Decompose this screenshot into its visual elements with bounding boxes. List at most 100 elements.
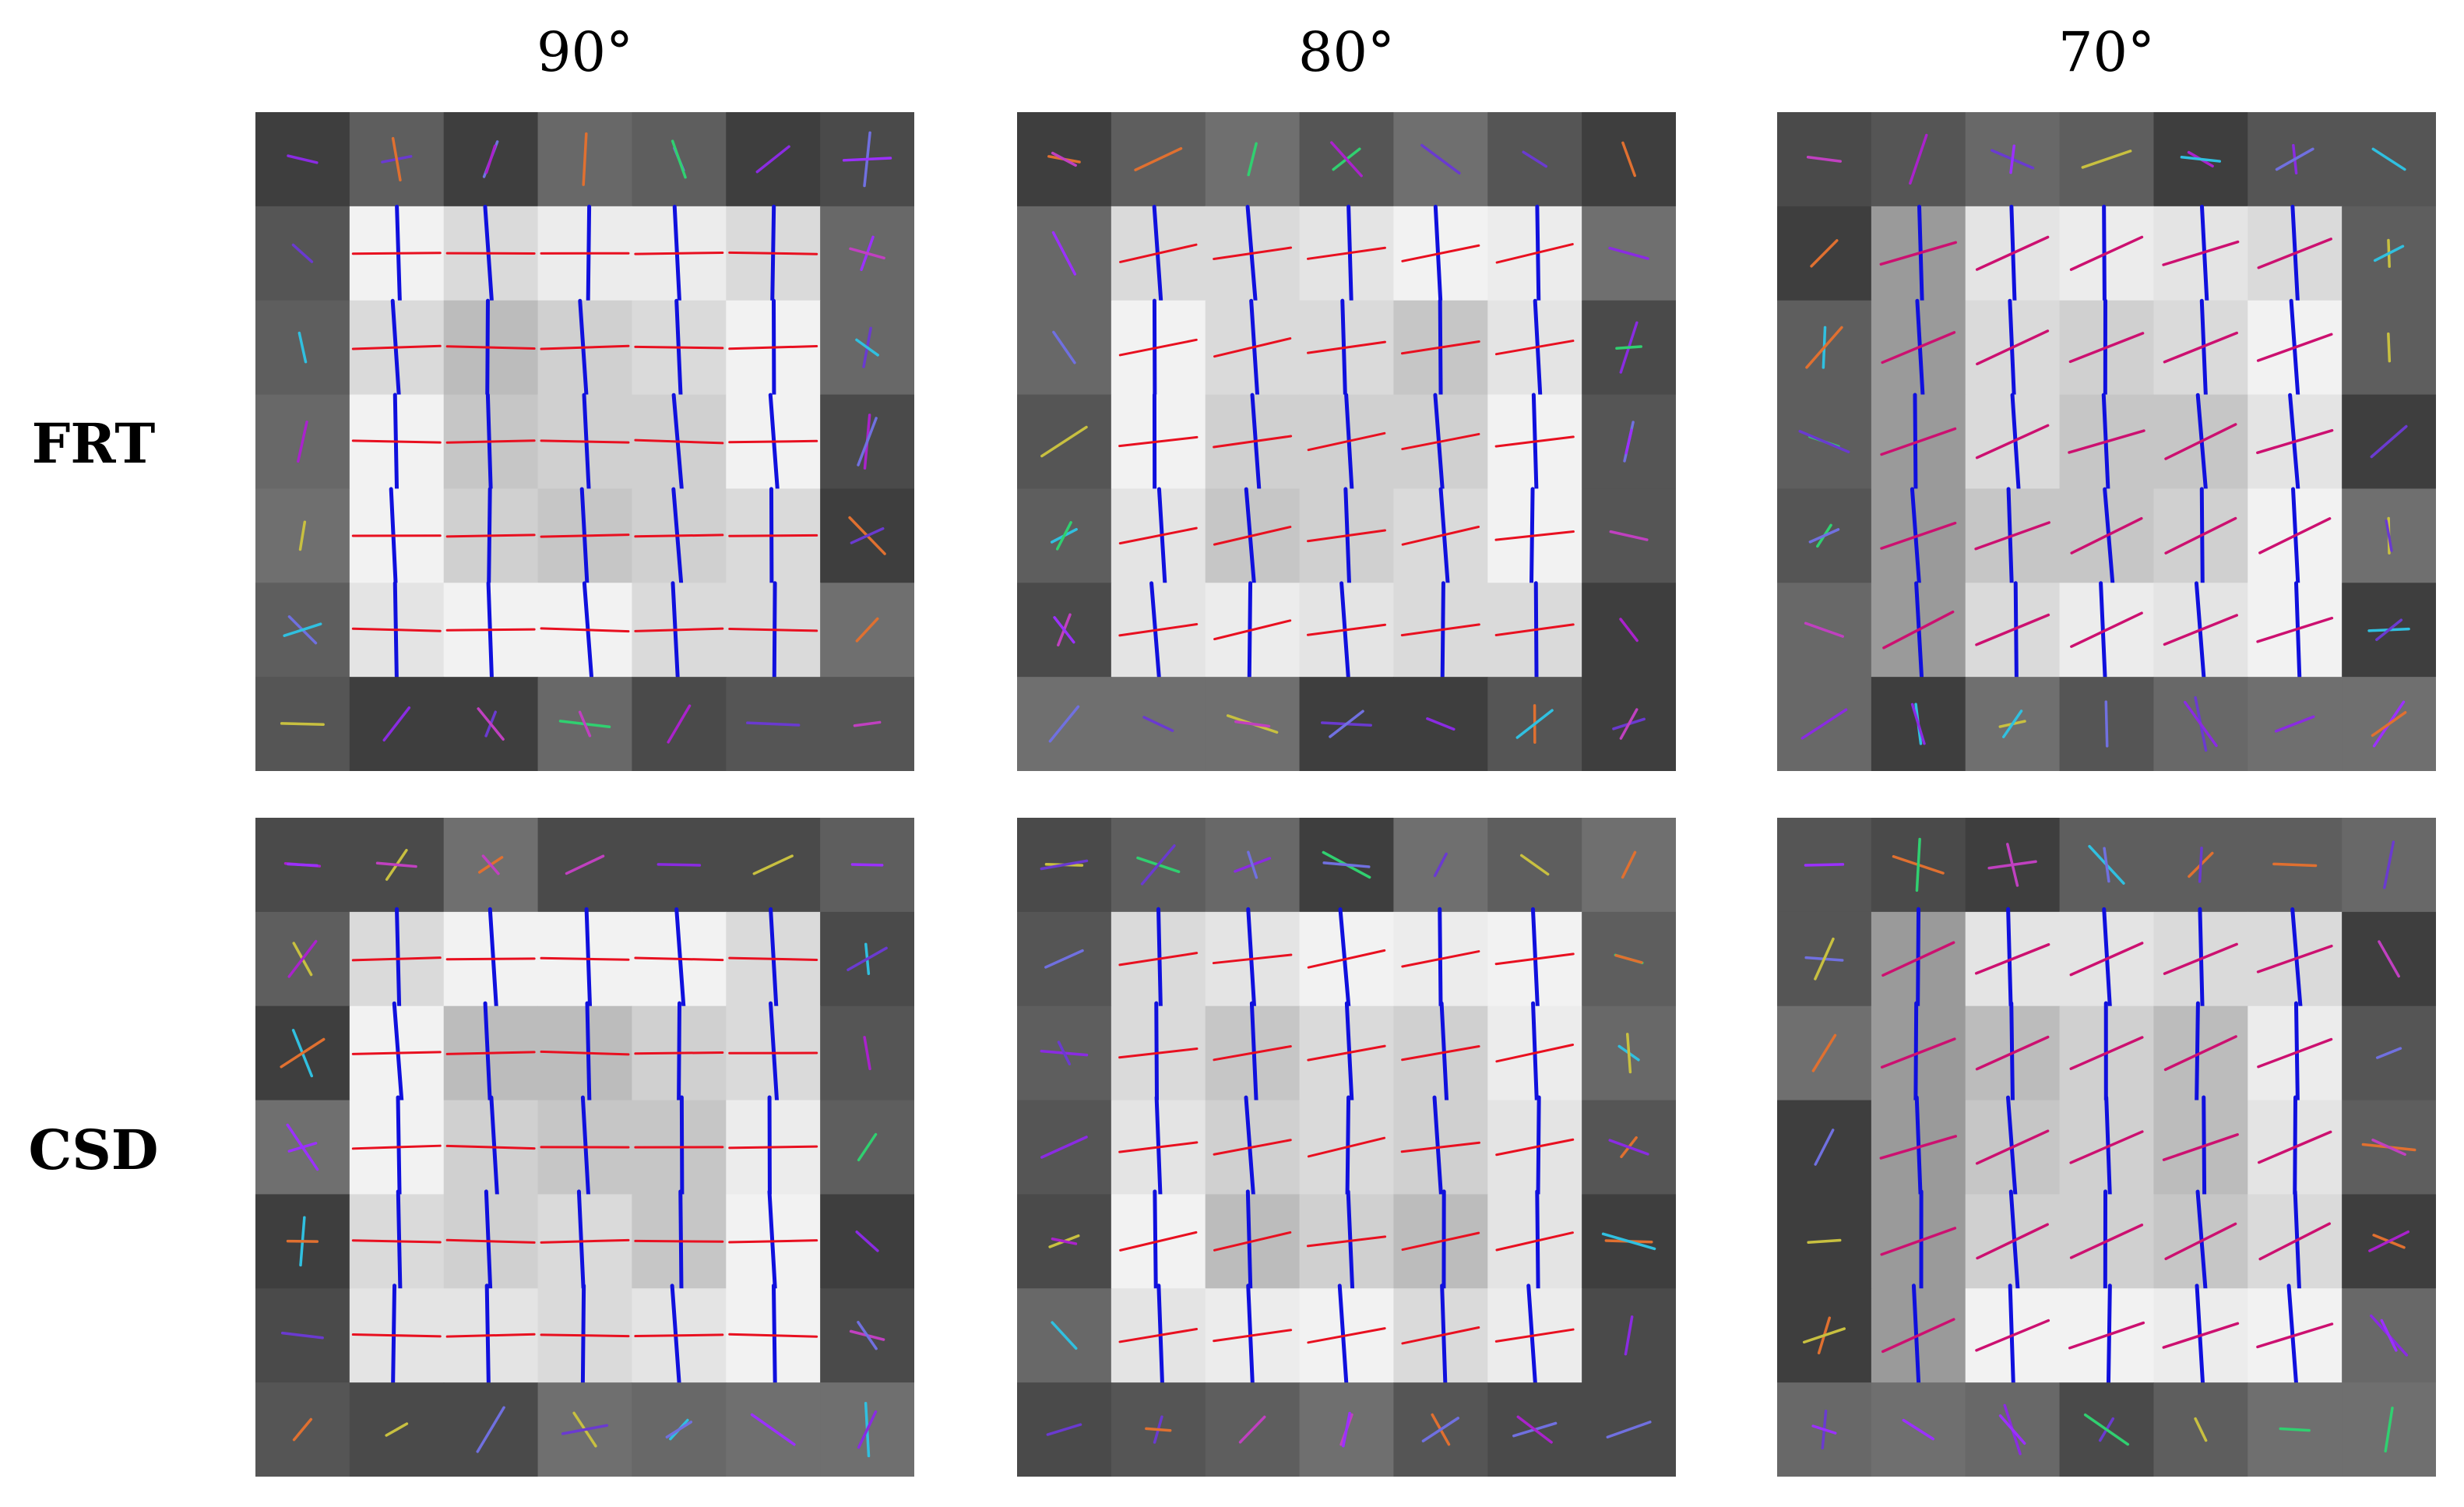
fiber-glyph bbox=[634, 533, 724, 538]
fiber-glyph bbox=[1040, 1136, 1088, 1159]
fiber-glyph bbox=[857, 1410, 878, 1449]
fiber-glyph bbox=[445, 1333, 536, 1338]
fiber-glyph bbox=[1814, 937, 1835, 981]
fiber-glyph bbox=[2068, 429, 2145, 454]
fiber-glyph bbox=[1307, 1327, 1386, 1344]
fiber-glyph bbox=[1247, 142, 1258, 177]
fiber-glyph bbox=[1057, 1040, 1072, 1065]
panel-frt-80 bbox=[1017, 112, 1676, 771]
fiber-glyph bbox=[565, 854, 605, 875]
fiber-glyph bbox=[1975, 1129, 2050, 1165]
fiber-glyph bbox=[746, 721, 801, 727]
fiber-glyph bbox=[1401, 432, 1480, 451]
fiber-glyph bbox=[280, 1037, 326, 1069]
fiber-glyph bbox=[2163, 331, 2239, 364]
fiber-glyph bbox=[2380, 1319, 2398, 1352]
fiber-glyph bbox=[667, 704, 692, 744]
fiber-glyph bbox=[2279, 1427, 2311, 1432]
fiber-glyph bbox=[2256, 616, 2334, 643]
fiber-glyph bbox=[1800, 708, 1848, 740]
fiber-glyph bbox=[1247, 850, 1258, 879]
fiber-glyph bbox=[1238, 1415, 1266, 1444]
fiber-glyph bbox=[2164, 516, 2237, 555]
fiber-glyph bbox=[1118, 338, 1198, 357]
fiber-glyph bbox=[728, 439, 818, 444]
fiber-glyph bbox=[1400, 623, 1480, 637]
fiber-glyph bbox=[1307, 431, 1386, 452]
fiber-glyph bbox=[1213, 1329, 1293, 1343]
panel-frt-70 bbox=[1777, 112, 2436, 771]
fiber-glyph bbox=[1213, 337, 1292, 358]
fiber-glyph bbox=[847, 946, 888, 971]
fiber-glyph bbox=[1400, 340, 1480, 355]
fiber-glyph bbox=[849, 247, 885, 260]
fiber-glyph bbox=[2164, 1222, 2237, 1261]
fiber-glyph bbox=[1426, 717, 1456, 731]
fiber-glyph bbox=[382, 706, 411, 742]
fiber-glyph bbox=[1880, 1037, 1956, 1069]
fiber-glyph bbox=[752, 854, 794, 875]
fiber-glyph bbox=[1494, 340, 1575, 356]
fiber-glyph bbox=[297, 331, 308, 364]
panel-csd-70 bbox=[1777, 818, 2436, 1477]
fiber-glyph bbox=[728, 956, 818, 961]
fiber-glyph bbox=[728, 1145, 818, 1150]
fiber-glyph bbox=[850, 526, 885, 544]
fiber-glyph bbox=[857, 1320, 878, 1350]
col-title-80: 80° bbox=[1297, 20, 1396, 84]
fiber-glyph bbox=[1329, 709, 1364, 738]
fiber-glyph bbox=[2198, 847, 2203, 883]
fiber-glyph bbox=[297, 420, 308, 463]
fiber-glyph bbox=[2371, 147, 2406, 171]
fiber-glyph bbox=[1234, 720, 1271, 728]
fiber-glyph bbox=[1118, 435, 1199, 448]
fiber-glyph bbox=[1040, 859, 1089, 871]
fiber-glyph bbox=[1119, 1231, 1198, 1252]
fiber-glyph bbox=[445, 1144, 536, 1150]
fiber-glyph bbox=[755, 145, 790, 174]
fiber-glyph bbox=[1420, 143, 1461, 175]
fiber-glyph bbox=[2258, 517, 2332, 555]
fiber-glyph bbox=[1495, 1043, 1575, 1063]
fiber-glyph bbox=[1118, 1141, 1199, 1153]
fiber-glyph bbox=[351, 627, 442, 632]
fiber-glyph bbox=[1322, 861, 1371, 868]
fiber-glyph bbox=[351, 252, 442, 255]
fiber-glyph bbox=[750, 1413, 796, 1446]
fiber-glyph bbox=[540, 1238, 630, 1244]
fiber-glyph bbox=[2383, 840, 2395, 889]
fiber-glyph bbox=[1814, 1128, 1835, 1166]
fiber-glyph bbox=[1881, 1318, 1955, 1354]
fiber-glyph bbox=[855, 1231, 879, 1252]
fiber-glyph bbox=[375, 861, 417, 868]
fiber-glyph bbox=[1213, 1139, 1292, 1156]
fiber-glyph bbox=[2002, 709, 2023, 738]
fiber-glyph bbox=[1621, 141, 1636, 178]
fiber-glyph bbox=[2013, 581, 2019, 679]
fiber-glyph bbox=[2257, 1130, 2332, 1164]
panel-frt-90 bbox=[255, 112, 914, 771]
fiber-glyph bbox=[1118, 623, 1199, 637]
fiber-glyph bbox=[2068, 1321, 2145, 1350]
fiber-glyph bbox=[1118, 952, 1199, 967]
fiber-glyph bbox=[728, 628, 818, 632]
fiber-glyph bbox=[351, 344, 442, 350]
fiber-glyph bbox=[1522, 150, 1548, 168]
fiber-glyph bbox=[2384, 1407, 2394, 1453]
fiber-glyph bbox=[2068, 332, 2145, 364]
fiber-glyph bbox=[634, 956, 724, 962]
fiber-glyph bbox=[1902, 1418, 1935, 1441]
fiber-glyph bbox=[2368, 1230, 2410, 1252]
fiber-glyph bbox=[391, 136, 402, 181]
fiber-glyph bbox=[1494, 623, 1575, 637]
fiber-glyph bbox=[1516, 1415, 1553, 1444]
fiber-glyph bbox=[1619, 618, 1639, 643]
fiber-glyph bbox=[656, 863, 702, 867]
fiber-glyph bbox=[1494, 952, 1575, 966]
fiber-glyph bbox=[1910, 702, 1926, 745]
fiber-glyph bbox=[351, 439, 442, 444]
fiber-glyph bbox=[2371, 711, 2407, 738]
fiber-glyph bbox=[2387, 332, 2392, 363]
fiber-glyph bbox=[1805, 326, 1843, 369]
fiber-glyph bbox=[2162, 1322, 2240, 1349]
